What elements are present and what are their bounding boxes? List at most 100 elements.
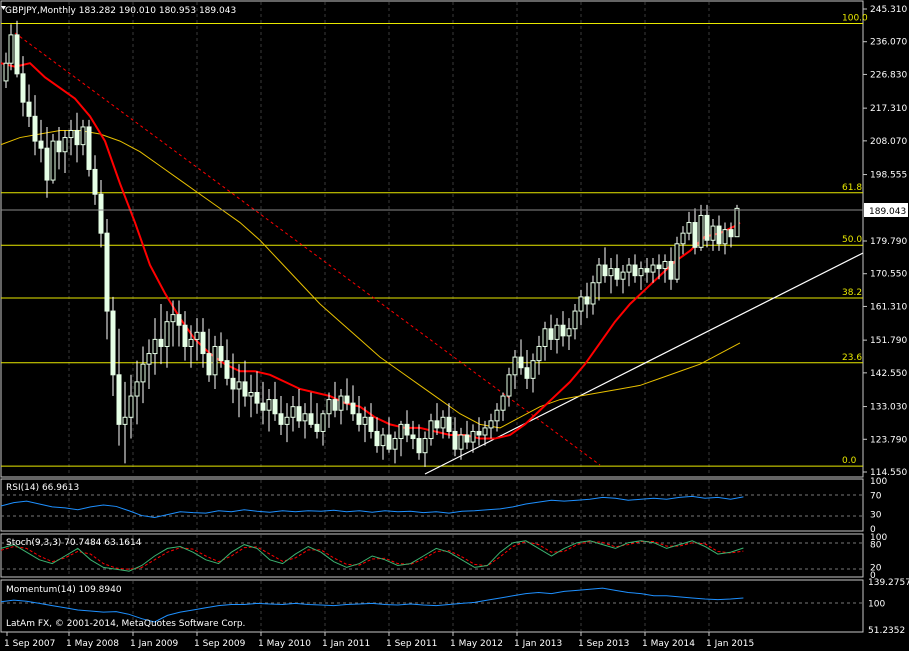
- candle[interactable]: [446, 403, 452, 439]
- candle[interactable]: [356, 396, 362, 432]
- candle[interactable]: [422, 431, 428, 467]
- candle[interactable]: [212, 335, 218, 389]
- candle[interactable]: [716, 215, 722, 251]
- candle[interactable]: [350, 385, 356, 421]
- candle[interactable]: [116, 328, 122, 446]
- candle[interactable]: [668, 247, 674, 290]
- candle[interactable]: [728, 222, 734, 248]
- candle[interactable]: [224, 339, 230, 386]
- candle[interactable]: [314, 403, 320, 439]
- slow-moving-average[interactable]: [0, 129, 741, 429]
- candle[interactable]: [194, 318, 200, 361]
- candle[interactable]: [434, 403, 440, 435]
- candle[interactable]: [170, 300, 176, 347]
- candle[interactable]: [326, 392, 332, 428]
- candle[interactable]: [308, 392, 314, 428]
- candle[interactable]: [584, 282, 590, 319]
- candle[interactable]: [536, 335, 542, 375]
- candle[interactable]: [428, 413, 434, 446]
- stochastic-main-line[interactable]: [0, 540, 744, 572]
- candle[interactable]: [152, 318, 158, 375]
- candle[interactable]: [302, 403, 308, 439]
- candle[interactable]: [458, 427, 464, 460]
- stochastic-signal-line[interactable]: [0, 541, 744, 570]
- candle[interactable]: [266, 388, 272, 432]
- candle[interactable]: [506, 367, 512, 407]
- candle[interactable]: [296, 388, 302, 428]
- candle[interactable]: [362, 406, 368, 443]
- candle[interactable]: [176, 300, 182, 347]
- candle[interactable]: [410, 420, 416, 450]
- candle[interactable]: [254, 371, 260, 414]
- candle[interactable]: [602, 247, 608, 283]
- candle[interactable]: [86, 119, 92, 177]
- candle[interactable]: [164, 311, 170, 368]
- candle[interactable]: [332, 381, 338, 418]
- candle[interactable]: [656, 254, 662, 280]
- candle[interactable]: [3, 52, 9, 88]
- candle[interactable]: [92, 155, 98, 205]
- candle[interactable]: [692, 208, 698, 255]
- candle[interactable]: [620, 265, 626, 294]
- candle[interactable]: [50, 134, 56, 184]
- candle[interactable]: [632, 254, 638, 283]
- rsi-line[interactable]: [0, 495, 744, 518]
- candle[interactable]: [182, 311, 188, 361]
- candle[interactable]: [380, 427, 386, 460]
- candle[interactable]: [68, 119, 74, 156]
- fast-moving-average[interactable]: [0, 62, 741, 440]
- candle[interactable]: [548, 314, 554, 351]
- candle[interactable]: [626, 257, 632, 287]
- candle[interactable]: [32, 95, 38, 156]
- candle[interactable]: [236, 364, 242, 418]
- candle[interactable]: [260, 381, 266, 425]
- momentum-panel[interactable]: Momentum(14) 109.8940 LatAm FX, © 2001-2…: [0, 578, 909, 636]
- candle[interactable]: [608, 257, 614, 294]
- candle[interactable]: [218, 332, 224, 368]
- candle[interactable]: [272, 381, 278, 421]
- rsi-panel[interactable]: RSI(14) 66.9613 100 70 30 0: [0, 477, 887, 535]
- candle[interactable]: [704, 204, 710, 248]
- candle[interactable]: [614, 254, 620, 287]
- momentum-line[interactable]: [0, 587, 744, 623]
- candle[interactable]: [128, 374, 134, 439]
- candle[interactable]: [698, 204, 704, 251]
- candle[interactable]: [530, 353, 536, 393]
- candle[interactable]: [338, 388, 344, 425]
- price-panel[interactable]: 100.0 61.8 50.0 38.2 23.6 0.0 GBPJPY,Monthly …: [0, 0, 868, 478]
- candle[interactable]: [596, 257, 602, 301]
- candle[interactable]: [512, 350, 518, 389]
- candle[interactable]: [344, 378, 350, 411]
- candle[interactable]: [452, 417, 458, 457]
- candle[interactable]: [206, 328, 212, 382]
- candle[interactable]: [140, 346, 146, 404]
- candle[interactable]: [500, 392, 506, 421]
- candlesticks[interactable]: [3, 20, 740, 467]
- chart-menu-triangle-icon[interactable]: [1, 6, 6, 10]
- candle[interactable]: [710, 219, 716, 251]
- candle[interactable]: [662, 254, 668, 283]
- candle[interactable]: [26, 84, 32, 127]
- candle[interactable]: [638, 261, 644, 290]
- candle[interactable]: [464, 420, 470, 450]
- candle[interactable]: [386, 417, 392, 453]
- candle[interactable]: [188, 325, 194, 368]
- candle[interactable]: [482, 420, 488, 446]
- candle[interactable]: [122, 381, 128, 464]
- candle[interactable]: [290, 396, 296, 432]
- candle[interactable]: [320, 410, 326, 446]
- candle[interactable]: [440, 410, 446, 439]
- candle[interactable]: [242, 360, 248, 407]
- candle[interactable]: [566, 318, 572, 351]
- candle[interactable]: [14, 20, 20, 78]
- candle[interactable]: [494, 403, 500, 432]
- candle[interactable]: [404, 410, 410, 443]
- candle[interactable]: [374, 417, 380, 453]
- candle[interactable]: [722, 222, 728, 255]
- candle[interactable]: [38, 119, 44, 163]
- candle[interactable]: [524, 350, 530, 389]
- candle[interactable]: [56, 126, 62, 170]
- candle[interactable]: [476, 417, 482, 446]
